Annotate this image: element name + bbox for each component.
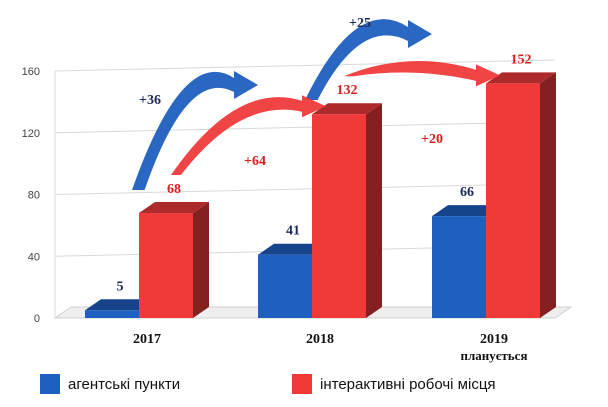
gridline [54,121,556,134]
gridline [54,183,556,195]
bar-2017-interactive-workplaces-top [139,202,209,214]
growth-arrow-1-shape [132,71,258,190]
bar-2018-interactive-workplaces-front [312,114,366,318]
bar-2019-interactive-workplaces-side [540,72,556,318]
bar-2017-agent-points-front [85,310,139,318]
bar-2019-interactive-workplaces-front [486,83,540,318]
bar-2018-interactive-workplaces-side [366,103,382,318]
legend: агентські пункти інтерактивні робочі міс… [0,374,608,404]
bar-2017-agent-points-top [85,299,155,311]
bar-2017-interactive-workplaces-side [193,202,209,318]
y-tick-label: 80 [28,190,40,202]
growth-arrow-2 [305,19,432,100]
data-label: 132 [337,83,358,98]
bar-2017-interactive-workplaces [139,202,209,318]
bar-2019-agent-points-top [432,205,502,217]
bar-2017-interactive-workplaces-front [139,213,193,318]
growth-label: +64 [244,154,266,169]
y-tick-label: 0 [34,313,40,325]
y-tick-label: 160 [22,66,40,78]
data-label: 5 [117,279,124,294]
growth-label: +25 [349,16,371,31]
growth-arrow-3-shape [171,95,326,176]
data-label: 152 [511,52,532,67]
bar-2019-interactive-workplaces-top [486,72,556,84]
bar-2019-agent-points-front [432,216,486,318]
legend-swatch-interactive-workplaces [292,374,312,394]
legend-label-agent-points: агентські пункти [68,375,181,393]
bar-2018-agent-points-top [258,243,328,255]
bar-2018-interactive-workplaces [312,103,382,318]
legend-label-interactive-workplaces: інтерактивні робочі місця [320,375,496,393]
x-category-sublabel: планується [461,348,528,363]
growth-arrow-4 [344,60,500,87]
y-tick-label: 120 [22,128,40,140]
legend-item-agent-points: агентські пункти [40,374,180,394]
data-label: 68 [167,182,181,197]
legend-item-interactive-workplaces: інтерактивні робочі місця [292,374,496,394]
data-label: 41 [286,224,300,239]
gridline [54,59,556,72]
y-tick-label: 40 [28,251,40,263]
growth-label: +36 [139,93,161,108]
bar-2018-interactive-workplaces-top [312,103,382,115]
growth-arrow-1 [132,71,258,190]
growth-arrow-3 [171,95,326,176]
data-label: 66 [460,185,474,200]
growth-arrow-2-shape [305,19,432,100]
x-category-label: 2017 [133,332,161,347]
x-category-label: 2018 [306,332,334,347]
growth-arrow-4-shape [344,60,500,87]
growth-label: +20 [421,132,443,147]
bar-2018-agent-points-front [258,254,312,318]
legend-swatch-agent-points [40,374,60,394]
x-category-label: 2019 [480,332,508,347]
bar-2019-interactive-workplaces [486,72,556,318]
